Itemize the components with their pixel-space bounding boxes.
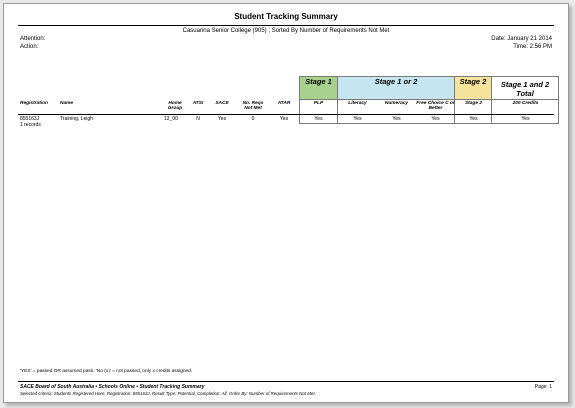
group-stage1: Stage 1 bbox=[299, 76, 338, 100]
row-atar: Yes bbox=[279, 116, 289, 122]
footnote: 'YES' = passed OR assumed pass. 'No (x)'… bbox=[20, 369, 193, 374]
group-stage1or2: Stage 1 or 2 bbox=[338, 76, 455, 100]
footer-divider bbox=[18, 381, 554, 382]
stage2-column-box bbox=[455, 100, 492, 124]
records-count: 1 records bbox=[20, 122, 41, 128]
page-number: Page: 1 bbox=[534, 384, 552, 390]
total-column-box bbox=[492, 100, 559, 124]
col-no-reqs: No. Reqs Not Met bbox=[242, 101, 264, 112]
col-home-group: Home Group bbox=[167, 101, 183, 112]
title-divider bbox=[18, 25, 554, 26]
report-subtitle: Casuarina Senior College (905) ; Sorted … bbox=[182, 28, 390, 34]
stage1or2-column-box bbox=[338, 100, 455, 124]
col-sace: SACE bbox=[215, 101, 229, 106]
col-literacy: Literacy bbox=[348, 101, 367, 106]
report-page: Student Tracking Summary Casuarina Senio… bbox=[3, 3, 569, 403]
group-total: Stage 1 and 2 Total bbox=[492, 76, 559, 100]
row-free-choice: Yes bbox=[431, 116, 440, 122]
col-stage2: Stage 2 bbox=[464, 101, 483, 106]
footer-line2: Selected criteria: Students Registered H… bbox=[20, 391, 316, 396]
row-atsi: N bbox=[196, 116, 200, 122]
col-free-choice: Free Choice C or Better bbox=[416, 101, 455, 112]
group-stage1-label: Stage 1 bbox=[305, 77, 332, 86]
group-total-label: Stage 1 and 2 Total bbox=[500, 80, 550, 98]
plp-column-box bbox=[299, 100, 338, 124]
row-sace: Yes bbox=[217, 116, 227, 122]
row-registration: 855163J bbox=[20, 116, 40, 122]
group-stage2: Stage 2 bbox=[455, 76, 492, 100]
row-home-group: 12_00 bbox=[164, 116, 178, 122]
footer-line1: SACE Board of South Australia • Schools … bbox=[20, 384, 205, 390]
report-time: Time: 2:56 PM bbox=[513, 44, 552, 50]
header-divider bbox=[18, 114, 554, 115]
row-literacy: Yes bbox=[353, 116, 362, 122]
col-atsi: ATSI bbox=[192, 101, 204, 106]
col-registration: Registration bbox=[20, 101, 48, 106]
group-stage2-label: Stage 2 bbox=[459, 77, 487, 86]
col-atar: ATAR bbox=[277, 101, 291, 106]
report-date: Date: January 21 2014 bbox=[491, 36, 552, 42]
group-stage1or2-label: Stage 1 or 2 bbox=[374, 77, 418, 86]
row-plp: Yes bbox=[314, 116, 323, 122]
report-title: Student Tracking Summary bbox=[234, 12, 338, 21]
row-numeracy: Yes bbox=[392, 116, 401, 122]
row-stage2: Yes bbox=[469, 116, 478, 122]
col-name: Name bbox=[60, 101, 74, 106]
col-credits: 200 Credits bbox=[512, 101, 539, 106]
col-numeracy: Numeracy bbox=[384, 101, 409, 106]
attention-label: Attention: bbox=[20, 36, 46, 42]
row-credits: Yes bbox=[521, 116, 530, 122]
row-no-reqs: 0 bbox=[251, 116, 255, 122]
col-plp: PLP bbox=[313, 101, 324, 106]
action-label: Action: bbox=[20, 44, 39, 50]
row-name: Training, Leigh bbox=[60, 116, 93, 122]
